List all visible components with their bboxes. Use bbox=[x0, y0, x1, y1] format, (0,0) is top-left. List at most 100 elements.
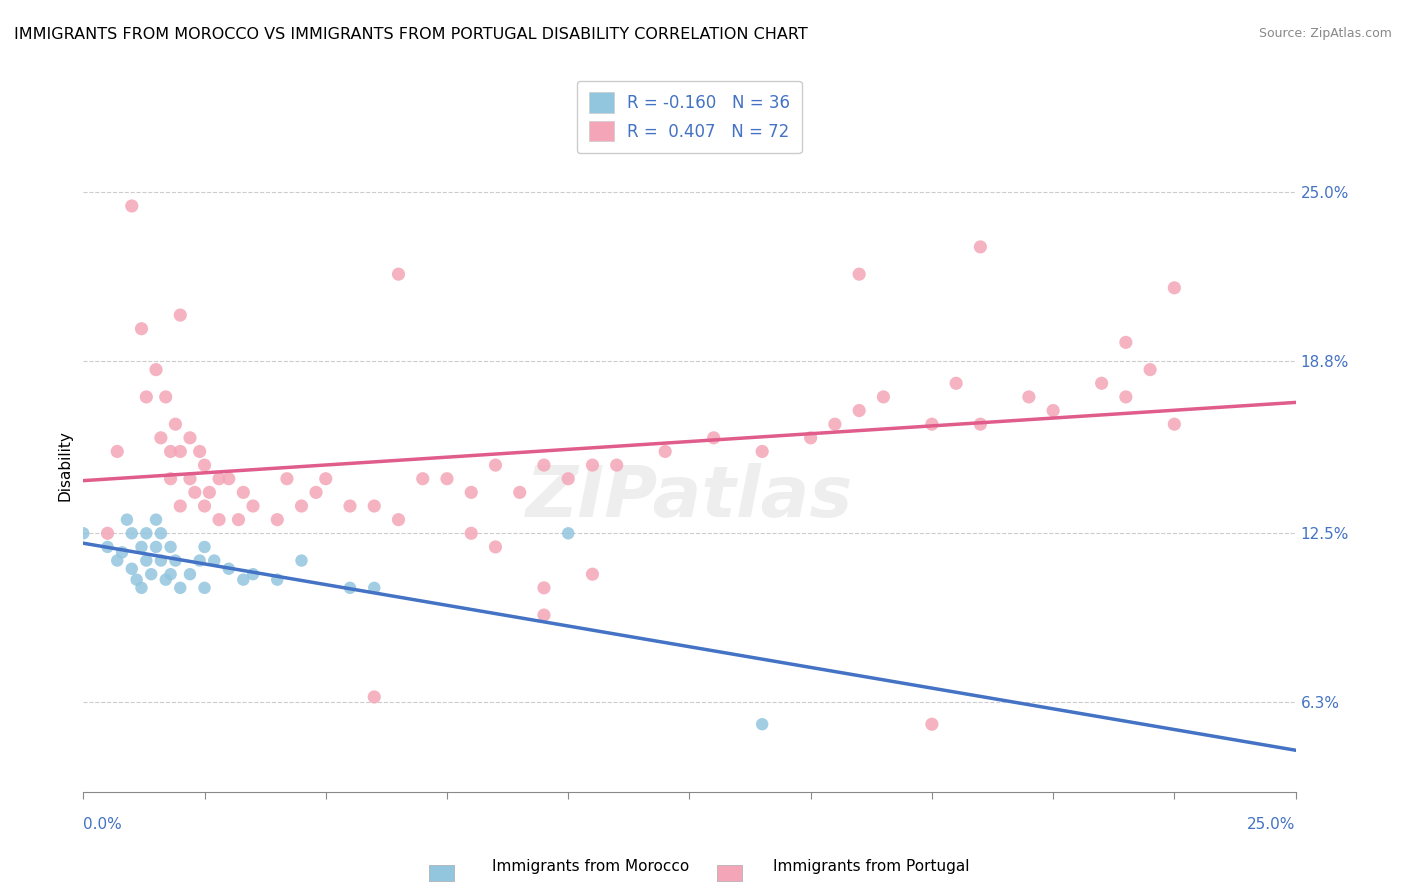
Point bbox=[533, 608, 555, 623]
Text: ZIPatlas: ZIPatlas bbox=[526, 463, 853, 533]
Point bbox=[363, 690, 385, 704]
Point bbox=[921, 417, 943, 432]
Text: IMMIGRANTS FROM MOROCCO VS IMMIGRANTS FROM PORTUGAL DISABILITY CORRELATION CHART: IMMIGRANTS FROM MOROCCO VS IMMIGRANTS FR… bbox=[14, 27, 808, 42]
Point bbox=[188, 553, 211, 567]
Point bbox=[969, 417, 991, 432]
Point bbox=[208, 472, 231, 486]
Point bbox=[105, 553, 128, 567]
Point bbox=[155, 390, 177, 404]
Point bbox=[460, 485, 482, 500]
Point bbox=[125, 573, 148, 587]
Point bbox=[242, 567, 264, 582]
Text: 25.0%: 25.0% bbox=[1247, 817, 1295, 832]
Point bbox=[1018, 390, 1040, 404]
Point bbox=[121, 199, 143, 213]
Point bbox=[193, 581, 215, 595]
Y-axis label: Disability: Disability bbox=[58, 430, 72, 500]
Point bbox=[121, 562, 143, 576]
Point bbox=[228, 513, 250, 527]
Point bbox=[509, 485, 531, 500]
Text: Immigrants from Morocco: Immigrants from Morocco bbox=[492, 859, 689, 874]
Point bbox=[290, 499, 312, 513]
Point bbox=[131, 540, 153, 554]
Point bbox=[131, 581, 153, 595]
Point bbox=[208, 513, 231, 527]
Point bbox=[169, 499, 191, 513]
Point bbox=[703, 431, 725, 445]
Point bbox=[387, 267, 409, 281]
Point bbox=[193, 458, 215, 472]
Point bbox=[242, 499, 264, 513]
Point bbox=[387, 513, 409, 527]
Point bbox=[581, 458, 603, 472]
Point bbox=[751, 444, 773, 458]
Point bbox=[276, 472, 298, 486]
Point bbox=[800, 431, 823, 445]
Point bbox=[193, 499, 215, 513]
Legend: R = -0.160   N = 36, R =  0.407   N = 72: R = -0.160 N = 36, R = 0.407 N = 72 bbox=[576, 80, 801, 153]
Point bbox=[159, 540, 181, 554]
Point bbox=[969, 240, 991, 254]
Point bbox=[145, 513, 167, 527]
Point bbox=[179, 431, 201, 445]
Text: Source: ZipAtlas.com: Source: ZipAtlas.com bbox=[1258, 27, 1392, 40]
Point bbox=[135, 526, 157, 541]
Point bbox=[115, 513, 138, 527]
Point bbox=[188, 444, 211, 458]
Point bbox=[72, 526, 94, 541]
Point bbox=[557, 472, 579, 486]
Point bbox=[1139, 362, 1161, 376]
Point bbox=[232, 485, 254, 500]
Point bbox=[848, 267, 870, 281]
Point bbox=[96, 540, 118, 554]
Point bbox=[557, 526, 579, 541]
Point bbox=[751, 717, 773, 731]
Point bbox=[169, 444, 191, 458]
Point bbox=[169, 308, 191, 322]
Text: Immigrants from Portugal: Immigrants from Portugal bbox=[773, 859, 970, 874]
Text: 0.0%: 0.0% bbox=[83, 817, 122, 832]
Point bbox=[921, 717, 943, 731]
Point bbox=[131, 322, 153, 336]
Point bbox=[149, 526, 172, 541]
Point bbox=[159, 472, 181, 486]
Point bbox=[654, 444, 676, 458]
Point bbox=[436, 472, 458, 486]
Point bbox=[606, 458, 628, 472]
Point bbox=[149, 553, 172, 567]
Point bbox=[232, 573, 254, 587]
Point bbox=[339, 499, 361, 513]
Point bbox=[581, 567, 603, 582]
Point bbox=[198, 485, 221, 500]
Point bbox=[484, 540, 506, 554]
Point bbox=[1163, 417, 1185, 432]
Point bbox=[1115, 390, 1137, 404]
Point bbox=[533, 581, 555, 595]
Point bbox=[290, 553, 312, 567]
Point bbox=[159, 567, 181, 582]
Point bbox=[121, 526, 143, 541]
Point bbox=[305, 485, 328, 500]
Point bbox=[1163, 281, 1185, 295]
Point bbox=[872, 390, 894, 404]
Point bbox=[155, 573, 177, 587]
Point bbox=[824, 417, 846, 432]
Point bbox=[484, 458, 506, 472]
Point bbox=[339, 581, 361, 595]
Point bbox=[169, 581, 191, 595]
Point bbox=[315, 472, 337, 486]
Point bbox=[193, 540, 215, 554]
Point bbox=[218, 562, 240, 576]
Point bbox=[848, 403, 870, 417]
Point bbox=[165, 553, 187, 567]
Point bbox=[945, 376, 967, 391]
Point bbox=[111, 545, 134, 559]
Point bbox=[135, 390, 157, 404]
Point bbox=[184, 485, 207, 500]
Point bbox=[363, 581, 385, 595]
Point bbox=[105, 444, 128, 458]
Point bbox=[179, 472, 201, 486]
Point bbox=[165, 417, 187, 432]
Point bbox=[533, 458, 555, 472]
Point bbox=[412, 472, 434, 486]
